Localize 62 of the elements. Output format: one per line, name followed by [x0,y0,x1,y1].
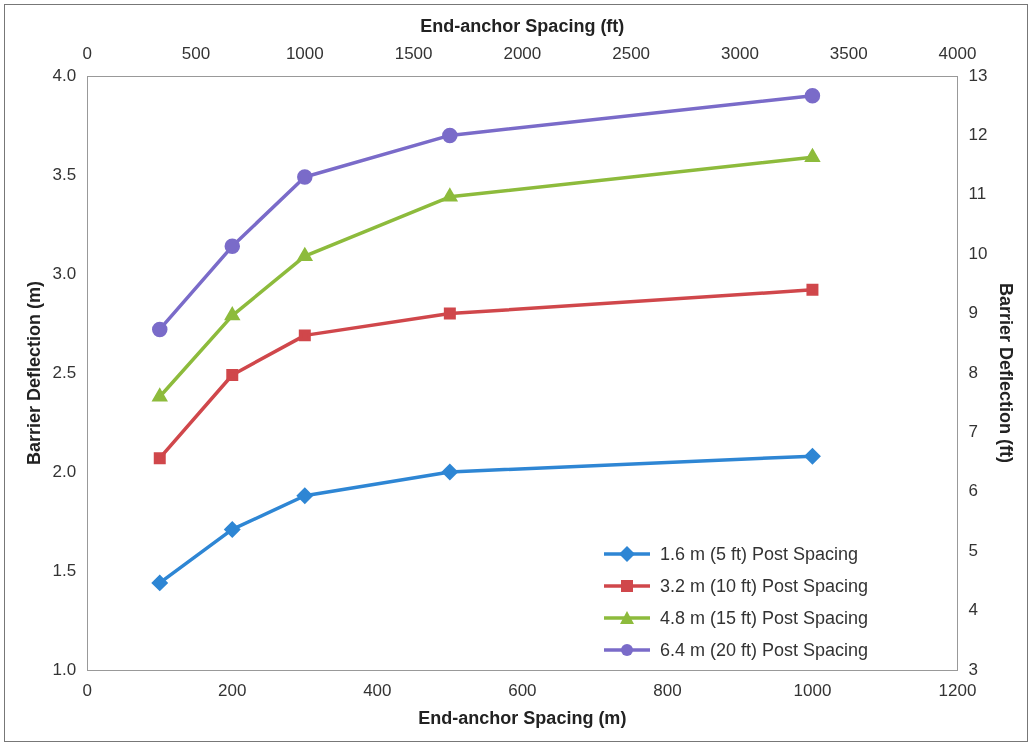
point [442,127,458,144]
point [297,488,313,504]
point [152,575,168,591]
point [804,88,821,104]
point [152,389,167,402]
point [805,149,820,162]
y-tick-label: 1.0 [52,659,77,679]
y-tick-label: 3.0 [52,263,77,283]
x-tick-label: 0 [82,680,92,700]
y-tick-label: 1.5 [52,560,77,580]
y-tick-label: 4.0 [52,65,77,85]
y2-tick-label: 11 [968,184,987,204]
y-tick-label: 2.5 [52,362,77,382]
y2-tick-label: 13 [968,65,988,85]
x-tick-label: 1200 [938,680,977,700]
x2-tick-label: 1500 [394,44,433,64]
x2-tick-label: 2000 [503,44,542,64]
point [804,448,821,464]
y2-tick-label: 3 [968,659,978,679]
point [226,368,239,381]
point [443,307,456,320]
point [224,238,241,255]
point [152,321,168,338]
point [153,452,166,465]
y2-axis-title: Barrier Deflection (ft) [996,282,1017,464]
point [224,521,241,538]
x2-tick-label: 3000 [721,44,759,64]
x-tick-label: 400 [363,680,392,700]
y2-tick-label: 10 [968,243,988,263]
x-tick-label: 1000 [793,680,832,700]
y-axis-title: Barrier Deflection (m) [23,280,44,466]
point [297,248,312,261]
x-tick-label: 800 [653,680,682,700]
x2-tick-label: 4000 [938,44,977,64]
x-axis-title: End-anchor Spacing (m) [418,708,627,729]
point [442,189,457,202]
legend-label: 3.2 m (10 ft) Post Spacing [660,575,869,597]
point [298,329,311,342]
y2-tick-label: 7 [968,422,978,442]
point [806,283,819,296]
x-tick-label: 200 [218,680,247,700]
y2-tick-label: 8 [968,362,978,382]
x-tick-label: 600 [508,680,537,700]
legend-label: 1.6 m (5 ft) Post Spacing [660,543,859,565]
y2-tick-label: 12 [968,125,988,145]
x2-tick-label: 3500 [829,44,868,64]
point [225,307,240,321]
y2-tick-label: 9 [968,303,978,323]
x2-tick-label: 2500 [612,44,651,64]
x2-axis-title: End-anchor Spacing (ft) [420,15,625,36]
point [442,464,458,480]
x2-tick-label: 500 [181,44,211,64]
y2-tick-label: 5 [968,540,978,560]
point [297,169,313,185]
x2-tick-label: 0 [82,44,92,64]
y-tick-label: 3.5 [52,164,77,184]
x2-tick-label: 1000 [285,44,324,64]
legend-label: 6.4 m (20 ft) Post Spacing [660,639,869,661]
y2-tick-label: 4 [968,600,978,620]
y-tick-label: 2.0 [52,461,77,481]
y2-tick-label: 6 [968,481,978,501]
legend-label: 4.8 m (15 ft) Post Spacing [660,607,869,629]
